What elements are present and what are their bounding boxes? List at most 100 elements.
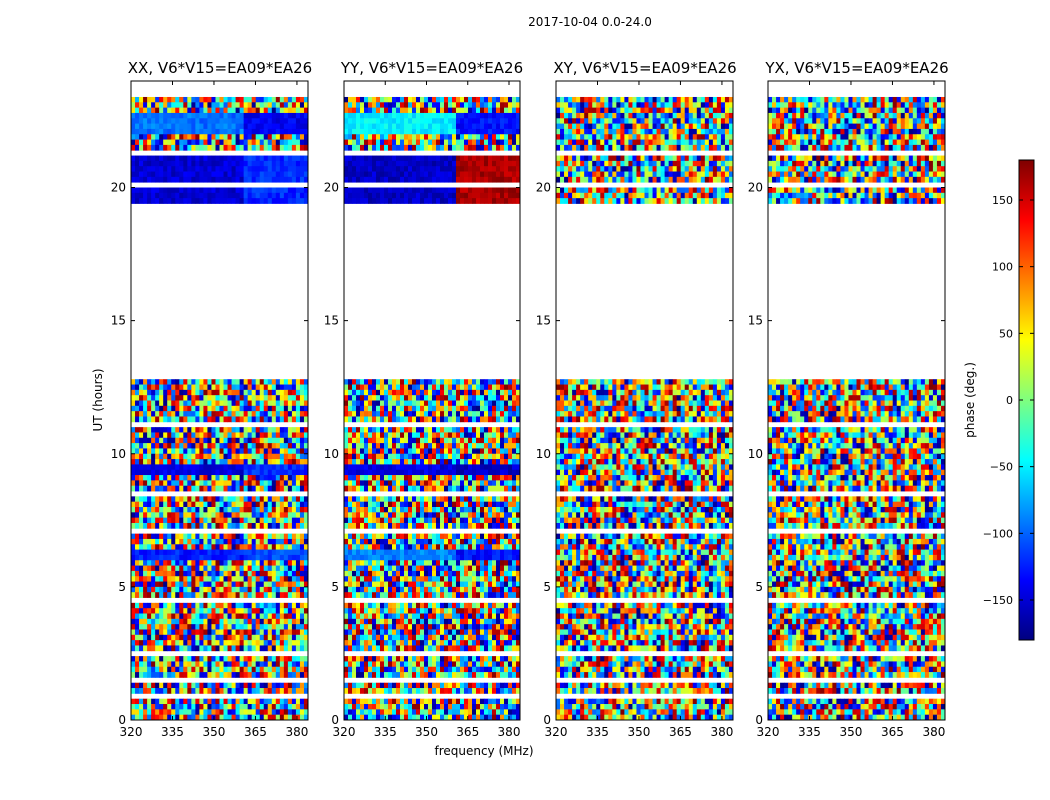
heat-cell [299, 688, 305, 694]
heat-cell [508, 437, 513, 444]
heat-cell [207, 512, 212, 519]
heat-cell [139, 443, 144, 449]
heat-cell [207, 565, 212, 572]
heat-cell [484, 96, 489, 103]
heat-cell [412, 437, 417, 444]
heat-cell [211, 613, 216, 620]
heat-cell [235, 496, 241, 503]
heat-cell [219, 112, 224, 119]
heat-cell [167, 118, 172, 125]
heat-cell [131, 176, 136, 183]
heat-cell [372, 134, 377, 140]
heat-cell [492, 395, 497, 401]
heat-cell [159, 475, 164, 481]
heat-cell [500, 475, 505, 481]
heat-cell [468, 384, 473, 391]
heat-cell [231, 698, 236, 705]
heat-cell [187, 629, 192, 636]
heat-cell [179, 592, 184, 598]
heat-cell [171, 645, 176, 652]
heat-cell [279, 714, 285, 721]
heat-cell [416, 384, 421, 391]
heat-cell [352, 139, 357, 146]
heat-cell [223, 586, 228, 593]
heat-cell [275, 118, 281, 125]
heat-cell [215, 453, 220, 460]
heat-cell [432, 469, 437, 476]
heat-cell [364, 160, 369, 167]
heat-cell [223, 405, 228, 412]
heat-cell [195, 123, 200, 130]
heat-cell [440, 448, 445, 455]
heat-cell [299, 592, 305, 598]
heat-cell [287, 384, 293, 391]
heat-cell [223, 709, 228, 716]
heat-cell [496, 192, 501, 199]
heat-cell [203, 443, 208, 449]
heat-cell [255, 128, 261, 135]
heat-cell [356, 155, 361, 162]
heat-cell [155, 538, 160, 545]
heat-cell [299, 576, 305, 582]
heat-cell [368, 453, 373, 460]
heat-cell [303, 666, 309, 673]
heat-cell [131, 586, 136, 593]
heat-cell [143, 618, 148, 625]
heat-cell [283, 176, 289, 183]
heat-cell [139, 554, 144, 561]
heat-cell [195, 501, 200, 508]
heat-cell [255, 608, 261, 614]
heat-cell [199, 389, 204, 396]
heat-cell [432, 453, 437, 460]
heat-cell [432, 112, 437, 119]
heat-cell [199, 480, 204, 487]
heat-cell [279, 613, 285, 620]
heat-cell [396, 171, 401, 178]
heat-cell [263, 395, 269, 401]
heat-cell [408, 96, 413, 103]
heat-cell [163, 416, 168, 423]
heat-cell [376, 144, 381, 151]
heat-cell [360, 432, 365, 439]
heat-cell [135, 416, 140, 423]
heat-cell [155, 416, 160, 423]
heat-cell [231, 198, 236, 204]
heat-cell [352, 453, 357, 460]
heat-cell [380, 464, 385, 471]
heat-cell [211, 469, 216, 476]
heat-cell [412, 400, 417, 407]
heat-cell [460, 384, 465, 391]
heat-cell [283, 533, 289, 540]
heat-cell [251, 416, 257, 423]
heat-cell [175, 96, 180, 103]
heat-cell [271, 533, 277, 540]
heat-cell [227, 501, 232, 508]
heat-cell [191, 432, 196, 439]
heat-cell [263, 134, 269, 140]
heat-cell [440, 475, 445, 481]
heat-cell [223, 400, 228, 407]
heat-cell [191, 411, 196, 417]
heat-cell [392, 464, 397, 471]
heat-cell [303, 155, 309, 162]
heat-cell [203, 501, 208, 508]
heat-cell [299, 586, 305, 593]
heat-cell [155, 507, 160, 513]
heat-cell [199, 485, 204, 492]
heat-cell [464, 160, 469, 167]
heat-cell [279, 443, 285, 449]
heat-cell [279, 469, 285, 476]
heat-cell [484, 427, 489, 433]
heat-cell [275, 640, 281, 646]
heat-cell [496, 160, 501, 167]
heat-cell [171, 501, 176, 508]
heat-cell [496, 432, 501, 439]
heat-cell [372, 139, 377, 146]
heat-cell [235, 416, 241, 423]
heat-cell [223, 443, 228, 449]
heat-cell [464, 379, 469, 385]
heat-cell [199, 384, 204, 391]
heat-cell [175, 128, 180, 135]
heat-cell [295, 608, 301, 614]
heat-cell [420, 166, 425, 172]
